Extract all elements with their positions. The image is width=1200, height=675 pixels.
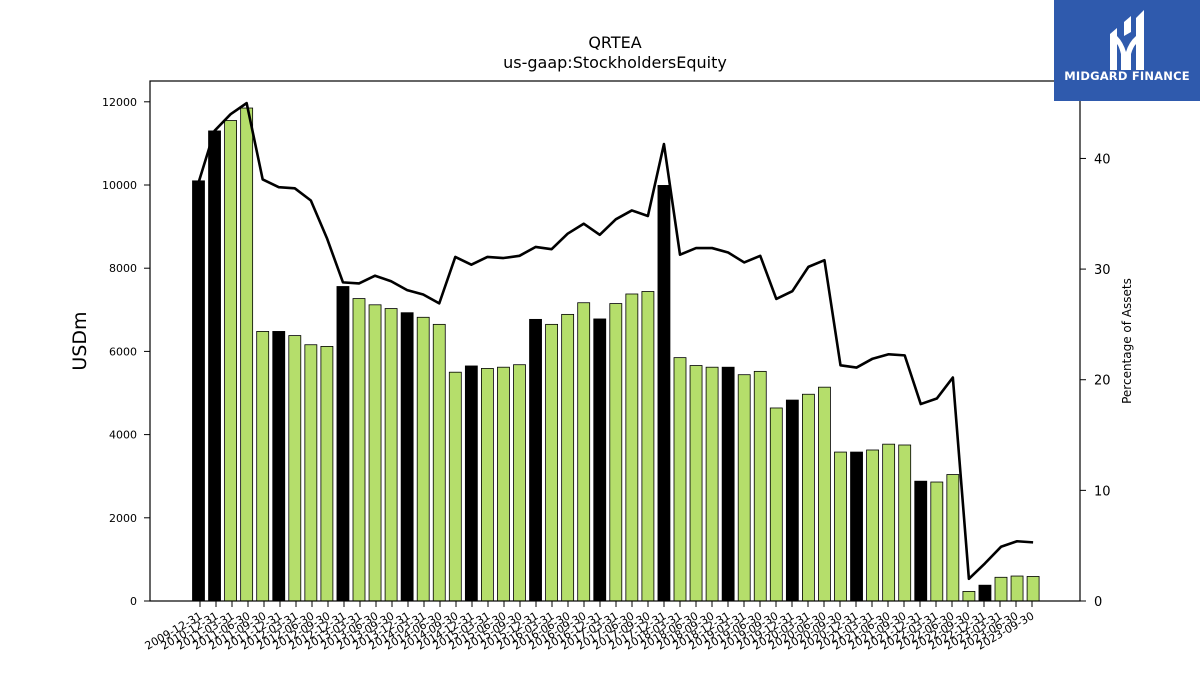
bar [240,107,254,602]
bar [1010,575,1024,602]
y-tick-label: 0 [130,595,137,608]
bar [673,357,687,602]
y-axis-right-label: Percentage of Assets [1120,278,1134,404]
bar [464,365,478,602]
bar [930,481,944,602]
bar [898,444,912,602]
bar [641,291,655,602]
bar [400,312,414,602]
bar [480,368,494,602]
y-axis-right: 0 10 20 30 40 [1080,152,1111,610]
bar [866,449,879,602]
bar [609,303,623,602]
y-right-tick-label: 10 [1094,484,1111,499]
bar [448,371,462,602]
bar [994,576,1008,602]
y-tick-label: 12000 [102,96,137,109]
bar [914,480,928,602]
bar [737,374,751,602]
bar [272,331,286,602]
x-axis: 2009-12-312010-12-312011-03-312011-06-30… [143,601,1037,653]
y-tick-label: 4000 [109,429,137,442]
bar [850,451,863,602]
y-tick-label: 2000 [109,512,137,525]
y-axis-label: USDm [69,311,91,370]
bar [384,308,398,602]
bar [962,591,976,602]
bar [432,323,446,602]
bar [256,331,270,602]
bar [689,365,703,602]
bar [721,366,735,602]
bar [625,293,639,602]
bar [288,335,302,602]
bar [208,130,221,602]
bar [785,399,799,602]
y-right-tick-label: 20 [1094,374,1111,389]
bar [978,584,992,602]
bar [529,318,542,602]
brand-mark-icon [1110,10,1144,70]
bar [882,443,896,602]
bar [577,302,591,602]
plot-frame [149,80,1081,602]
bar [416,316,430,602]
bar [304,344,318,602]
bar [320,346,334,602]
bar [753,370,767,602]
y-tick-label: 10000 [102,179,137,192]
bar [946,474,960,602]
y-tick-label: 6000 [109,345,137,358]
y-right-tick-label: 0 [1094,595,1102,610]
bar [705,366,719,602]
bar [818,386,831,602]
bar [497,366,510,602]
bar [561,313,575,602]
bar [834,451,847,602]
bar [224,120,238,602]
percentage-line [197,101,1034,581]
bar [192,180,205,602]
bar [368,304,382,602]
chart-subtitle: us-gaap:StockholdersEquity [503,53,727,72]
brand-logo: MIDGARD FINANCE [1054,0,1200,101]
chart-title: QRTEA [588,33,641,52]
y-axis-left: 0 2000 4000 6000 8000 10000 12000 [102,96,150,608]
y-right-tick-label: 30 [1094,263,1111,278]
bar [657,185,671,602]
bar [545,323,558,602]
bar [336,286,350,602]
bar [513,364,526,602]
y-tick-label: 8000 [109,262,137,275]
brand-name: MIDGARD FINANCE [1064,69,1190,83]
bar [352,298,366,602]
bar [1026,576,1040,602]
bar [593,318,607,602]
y-right-tick-label: 40 [1094,152,1111,167]
bars [192,107,1040,602]
bar [769,407,783,602]
bar [802,393,815,602]
